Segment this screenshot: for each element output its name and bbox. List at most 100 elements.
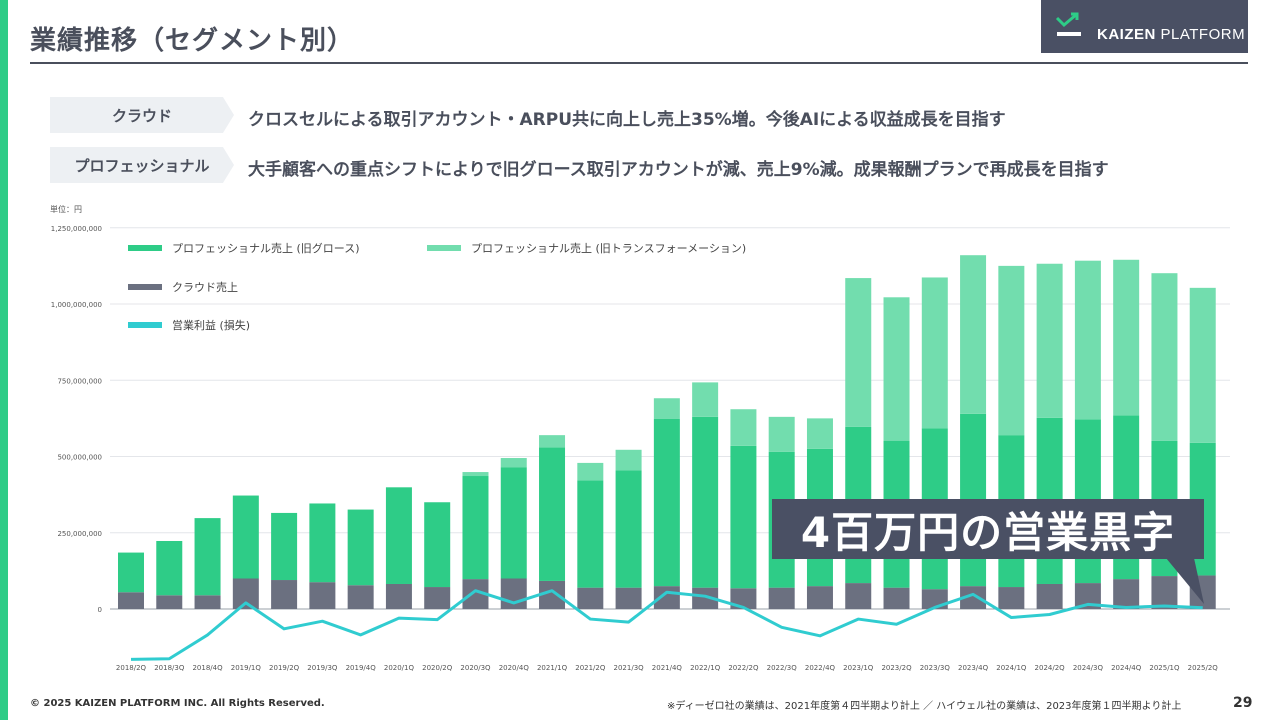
bar-cloud xyxy=(271,580,298,609)
x-tick-label: 2021/4Q xyxy=(652,664,683,672)
segment-tag-professional: プロフェッショナル xyxy=(50,147,234,183)
x-tick-label: 2023/3Q xyxy=(920,664,951,672)
bar-cloud xyxy=(385,583,412,609)
bar-cloud xyxy=(730,588,757,609)
bar-professional-transformation xyxy=(960,255,987,414)
bar-cloud xyxy=(1113,579,1140,609)
bar-professional-growth xyxy=(194,518,221,596)
bar-cloud xyxy=(156,595,183,609)
bar-professional-transformation xyxy=(462,472,489,477)
callout-pointer xyxy=(1166,558,1204,604)
bar-cloud xyxy=(347,585,374,609)
bar-cloud xyxy=(883,587,910,609)
bar-professional-transformation xyxy=(1151,273,1178,441)
x-tick-label: 2018/3Q xyxy=(154,664,185,672)
y-tick-label: 500,000,000 xyxy=(57,454,102,462)
bar-cloud xyxy=(692,587,719,609)
x-tick-label: 2020/1Q xyxy=(384,664,415,672)
x-tick-label: 2018/4Q xyxy=(192,664,223,672)
bar-professional-transformation xyxy=(577,462,604,481)
bar-cloud xyxy=(1036,583,1063,609)
title-divider xyxy=(30,62,1248,64)
bar-professional-growth xyxy=(730,445,757,589)
bar-cloud xyxy=(194,595,221,609)
legend-label: 営業利益 (損失) xyxy=(172,318,250,332)
bar-professional-transformation xyxy=(806,418,833,449)
bar-cloud xyxy=(768,587,795,609)
bar-professional-transformation xyxy=(921,277,948,429)
bar-cloud xyxy=(577,587,604,609)
segment-desc-professional: 大手顧客への重点シフトによりで旧グロース取引アカウントが減、売上9%減。成果報酬… xyxy=(248,160,1109,180)
x-tick-label: 2020/3Q xyxy=(460,664,491,672)
bar-professional-growth xyxy=(424,502,451,588)
bar-professional-transformation xyxy=(539,435,566,448)
bar-cloud xyxy=(960,586,987,609)
x-tick-label: 2020/4Q xyxy=(499,664,530,672)
bar-professional-growth xyxy=(385,487,412,584)
left-accent-stripe xyxy=(0,0,8,720)
check-trend-icon xyxy=(1055,12,1081,36)
footnote: ※ディーゼロ社の業績は、2021年度第４四半期より計上 ／ ハイウェル社の業績は… xyxy=(667,701,1182,712)
bar-cloud xyxy=(845,583,872,609)
x-tick-label: 2025/2Q xyxy=(1188,664,1219,672)
x-tick-label: 2024/2Q xyxy=(1035,664,1066,672)
bar-professional-growth xyxy=(653,418,680,587)
bar-professional-transformation xyxy=(1113,259,1140,416)
y-tick-label: 1,250,000,000 xyxy=(51,225,102,233)
kaizen-logo: KAIZEN PLATFORM xyxy=(1041,0,1248,53)
x-tick-label: 2022/4Q xyxy=(805,664,836,672)
bar-professional-transformation xyxy=(1189,287,1216,443)
bar-professional-transformation xyxy=(1036,263,1063,418)
bar-cloud xyxy=(118,592,144,609)
bar-professional-growth xyxy=(615,470,642,588)
x-tick-label: 2018/2Q xyxy=(116,664,147,672)
legend-label: プロフェッショナル売上 (旧グロース) xyxy=(172,241,360,255)
bar-professional-transformation xyxy=(615,449,642,471)
bar-professional-transformation xyxy=(692,382,719,417)
bar-professional-transformation xyxy=(768,416,795,452)
x-tick-label: 2019/3Q xyxy=(307,664,338,672)
legend-label: プロフェッショナル売上 (旧トランスフォーメーション) xyxy=(471,242,746,255)
bar-professional-growth xyxy=(271,512,298,581)
bar-professional-growth xyxy=(347,509,374,586)
x-tick-label: 2021/1Q xyxy=(537,664,568,672)
x-tick-label: 2023/2Q xyxy=(881,664,912,672)
bar-professional-growth xyxy=(309,503,336,583)
y-tick-label: 750,000,000 xyxy=(57,377,102,385)
line-operating-profit xyxy=(130,589,1203,661)
x-tick-label: 2019/2Q xyxy=(269,664,300,672)
bar-cloud xyxy=(998,587,1025,609)
legend-swatch xyxy=(128,245,162,251)
x-tick-label: 2021/2Q xyxy=(575,664,606,672)
bar-professional-growth xyxy=(232,495,259,579)
logo-wordmark: KAIZEN PLATFORM xyxy=(1097,26,1245,43)
x-tick-label: 2024/3Q xyxy=(1073,664,1104,672)
bar-cloud xyxy=(1151,576,1178,609)
bar-cloud xyxy=(615,587,642,609)
y-tick-label: 0 xyxy=(98,606,102,614)
x-tick-label: 2019/4Q xyxy=(346,664,377,672)
segment-desc-cloud: クロスセルによる取引アカウント・ARPU共に向上し売上35%増。今後AIによる収… xyxy=(248,110,1006,130)
bar-cloud xyxy=(424,587,451,609)
page-title: 業績推移（セグメント別） xyxy=(30,26,355,56)
bar-professional-transformation xyxy=(730,409,757,446)
bar-professional-transformation xyxy=(845,278,872,427)
x-tick-label: 2022/2Q xyxy=(728,664,759,672)
logo-wordmark-light: PLATFORM xyxy=(1155,26,1246,43)
x-tick-label: 2019/1Q xyxy=(231,664,262,672)
logo-wordmark-bold: KAIZEN xyxy=(1097,26,1156,43)
bar-professional-growth xyxy=(156,540,183,596)
x-tick-label: 2023/1Q xyxy=(843,664,874,672)
y-tick-label: 250,000,000 xyxy=(57,530,102,538)
bar-professional-transformation xyxy=(998,265,1025,436)
bar-cloud xyxy=(500,578,527,609)
legend-swatch xyxy=(128,284,162,290)
x-tick-label: 2024/1Q xyxy=(996,664,1027,672)
x-tick-label: 2020/2Q xyxy=(422,664,453,672)
legend-swatch xyxy=(427,245,461,251)
x-tick-label: 2022/1Q xyxy=(690,664,721,672)
bar-professional-growth xyxy=(118,552,144,593)
copyright-text: © 2025 KAIZEN PLATFORM INC. All Rights R… xyxy=(30,698,325,709)
bar-cloud xyxy=(806,586,833,609)
